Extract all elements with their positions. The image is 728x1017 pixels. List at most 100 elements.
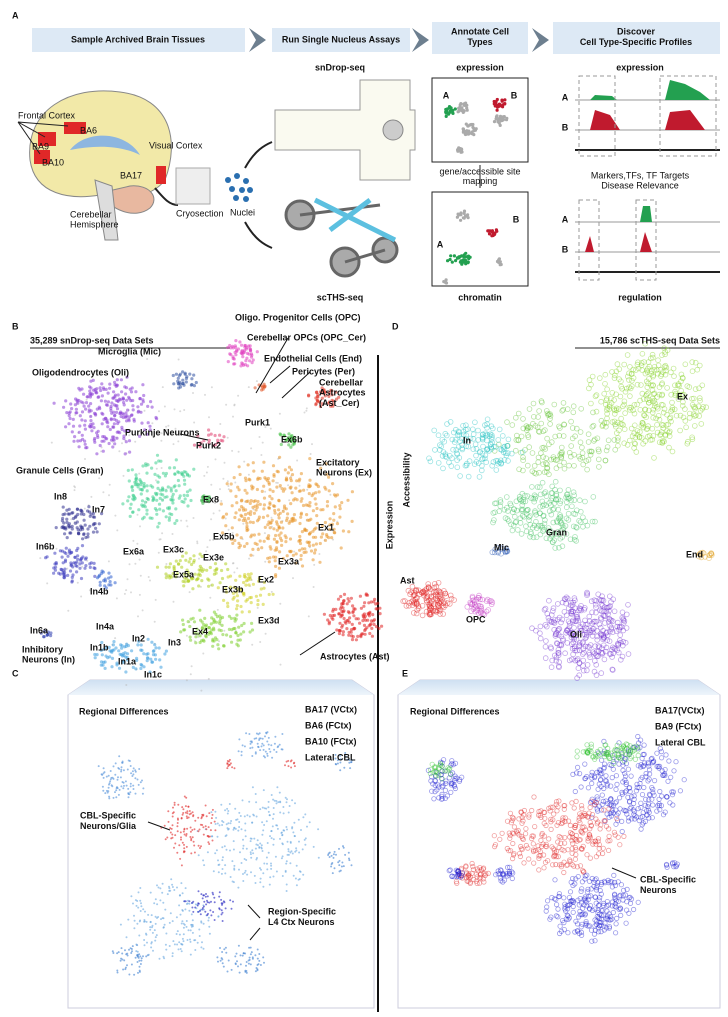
cell-point xyxy=(528,495,534,501)
cell-point xyxy=(615,834,621,840)
cell-point xyxy=(589,518,596,525)
cell-point xyxy=(294,561,298,565)
cell-point xyxy=(519,502,525,508)
cell-point xyxy=(526,812,532,818)
cell-point xyxy=(294,877,297,880)
cell-point xyxy=(504,442,511,449)
cell-point xyxy=(549,483,555,490)
cell-point xyxy=(451,597,457,603)
cell-point xyxy=(309,453,312,455)
cell-point xyxy=(250,621,254,626)
cell-point xyxy=(521,513,527,520)
cell-point xyxy=(149,484,153,488)
cell-point xyxy=(331,402,335,406)
cell-point xyxy=(513,432,520,439)
cell-point xyxy=(493,500,500,507)
cell-point xyxy=(187,929,190,932)
cell-point xyxy=(248,815,251,818)
cell-point xyxy=(232,828,235,831)
cell-point xyxy=(122,787,125,790)
cell-point xyxy=(273,799,276,802)
cell-point xyxy=(489,599,496,605)
cell-point xyxy=(130,386,134,390)
cell-point xyxy=(627,364,633,370)
cell-point xyxy=(330,522,334,526)
cell-point xyxy=(206,901,209,904)
cell-point xyxy=(423,589,429,596)
cell-point xyxy=(217,871,220,874)
cell-point xyxy=(262,872,265,875)
cell-point xyxy=(504,845,510,852)
cell-point xyxy=(435,579,442,586)
cell-point xyxy=(539,445,545,451)
cell-point xyxy=(421,589,428,596)
cell-point xyxy=(199,847,201,849)
cell-point xyxy=(186,573,190,577)
cell-point xyxy=(93,522,97,526)
cell-point xyxy=(234,807,237,810)
cell-point xyxy=(544,435,550,442)
cell-point xyxy=(123,429,127,433)
cell-point xyxy=(636,784,642,791)
cell-point xyxy=(189,638,193,642)
cell-point xyxy=(601,390,607,397)
cell-point xyxy=(683,424,689,431)
cell-point xyxy=(123,959,126,962)
cell-point xyxy=(201,824,204,826)
cell-point xyxy=(524,507,531,513)
cell-point xyxy=(622,770,628,777)
cell-point xyxy=(487,431,494,438)
cell-point xyxy=(334,607,338,612)
cell-point xyxy=(138,959,141,962)
cell-point xyxy=(309,549,314,553)
cell-point xyxy=(120,768,123,771)
cell-point xyxy=(447,771,454,778)
cell-point xyxy=(588,448,595,455)
cell-point xyxy=(234,955,237,958)
cell-point xyxy=(501,446,507,453)
cell-point xyxy=(128,973,131,976)
cell-point xyxy=(171,501,175,505)
cell-point xyxy=(190,562,194,567)
cell-point xyxy=(654,750,660,756)
cell-point xyxy=(258,732,261,735)
cell-point xyxy=(145,489,149,493)
cell-point xyxy=(634,781,640,787)
cell-point xyxy=(597,826,603,832)
cell-point xyxy=(589,798,595,804)
cell-point xyxy=(168,887,171,890)
cell-point xyxy=(562,818,568,825)
cell-point xyxy=(644,384,651,391)
cell-point xyxy=(313,563,316,566)
cell-point xyxy=(79,524,83,528)
cell-point xyxy=(658,371,665,378)
cell-point xyxy=(491,448,498,454)
cell-point xyxy=(223,629,226,632)
cell-point xyxy=(79,576,84,581)
cell-point xyxy=(107,786,110,789)
cell-point xyxy=(201,630,205,634)
cell-point xyxy=(99,388,103,393)
cell-point xyxy=(53,562,57,566)
cell-point xyxy=(611,397,617,403)
cell-point xyxy=(615,649,622,656)
cell-point xyxy=(576,647,583,654)
cell-point xyxy=(584,749,591,756)
cell-point xyxy=(446,766,452,773)
cell-point xyxy=(427,606,433,612)
cell-point xyxy=(529,524,536,531)
cell-point xyxy=(696,413,702,419)
cell-point xyxy=(289,445,293,449)
cell-point xyxy=(151,926,153,929)
cell-point xyxy=(619,818,625,825)
cell-point xyxy=(520,457,526,464)
cell-point xyxy=(233,538,237,543)
highlight xyxy=(635,199,657,281)
cell-point xyxy=(134,562,137,565)
cell-point xyxy=(593,816,599,822)
cell-point xyxy=(260,846,263,849)
cell-point xyxy=(415,605,422,612)
cell-point xyxy=(553,861,559,868)
cell-point xyxy=(569,800,575,806)
cell-point xyxy=(245,356,249,360)
